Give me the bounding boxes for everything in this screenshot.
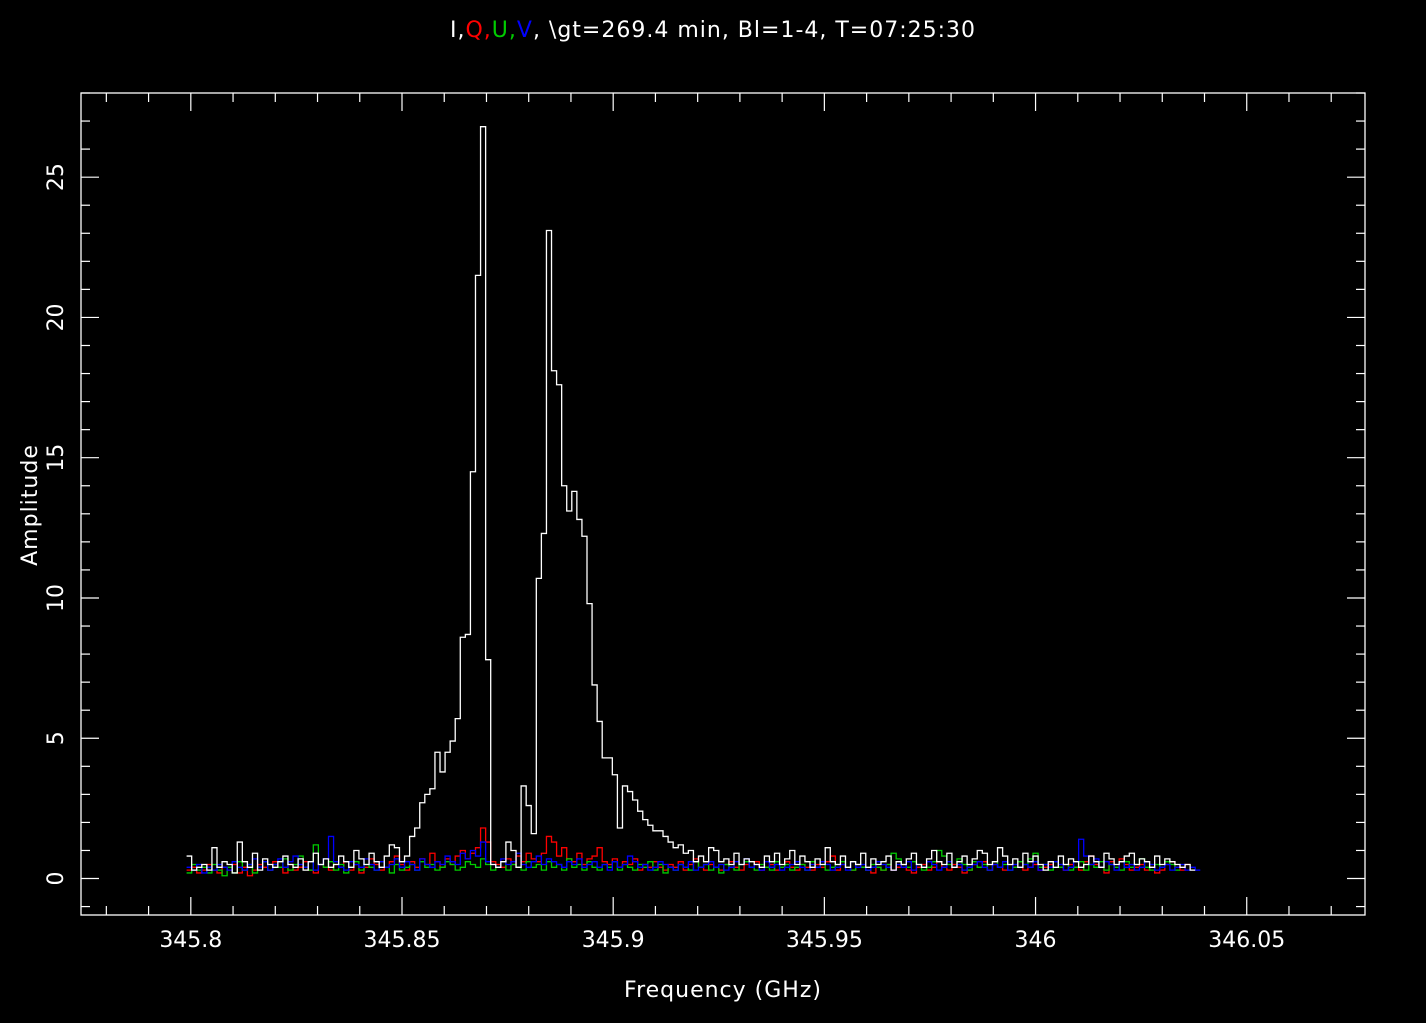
title-part-6: V xyxy=(516,18,533,43)
title-part-3: , xyxy=(483,18,492,43)
x-tick-label: 345.8 xyxy=(159,928,222,953)
series-v-line xyxy=(186,835,1201,874)
y-tick-label: 5 xyxy=(44,731,69,745)
title-part-1: , xyxy=(457,18,466,43)
x-tick-label: 345.9 xyxy=(582,928,645,953)
y-axis-label: Amplitude xyxy=(18,444,43,566)
axis-ticks xyxy=(81,92,1365,915)
title-part-4: U xyxy=(491,18,509,43)
title-part-2: Q xyxy=(465,18,484,43)
series-i-line xyxy=(186,126,1196,874)
title-part-5: , xyxy=(508,18,517,43)
y-tick-label: 20 xyxy=(44,303,69,331)
x-axis-label: Frequency (GHz) xyxy=(624,978,822,1003)
x-tick-label: 346.05 xyxy=(1208,928,1285,953)
plot-frame xyxy=(80,92,1366,916)
axis-tick-labels: 345.8 345.85 345.9 345.95 346 346.05 0 5 10 15 20 2… xyxy=(44,163,1285,953)
x-tick-label: 345.85 xyxy=(364,928,441,953)
y-tick-label: 10 xyxy=(44,584,69,612)
x-tick-label: 345.95 xyxy=(786,928,863,953)
chart-title: I,Q,U,V, \gt=269.4 min, Bl=1-4, T=07:25:… xyxy=(0,18,1426,43)
x-tick-label: 346 xyxy=(1015,928,1057,953)
y-tick-label: 15 xyxy=(44,444,69,472)
title-part-7: , \gt=269.4 min, Bl=1-4, T=07:25:30 xyxy=(532,18,977,43)
y-tick-label: 0 xyxy=(44,872,69,886)
title-part-0: I xyxy=(449,18,458,43)
y-tick-label: 25 xyxy=(44,163,69,191)
chart-series xyxy=(186,126,1201,877)
